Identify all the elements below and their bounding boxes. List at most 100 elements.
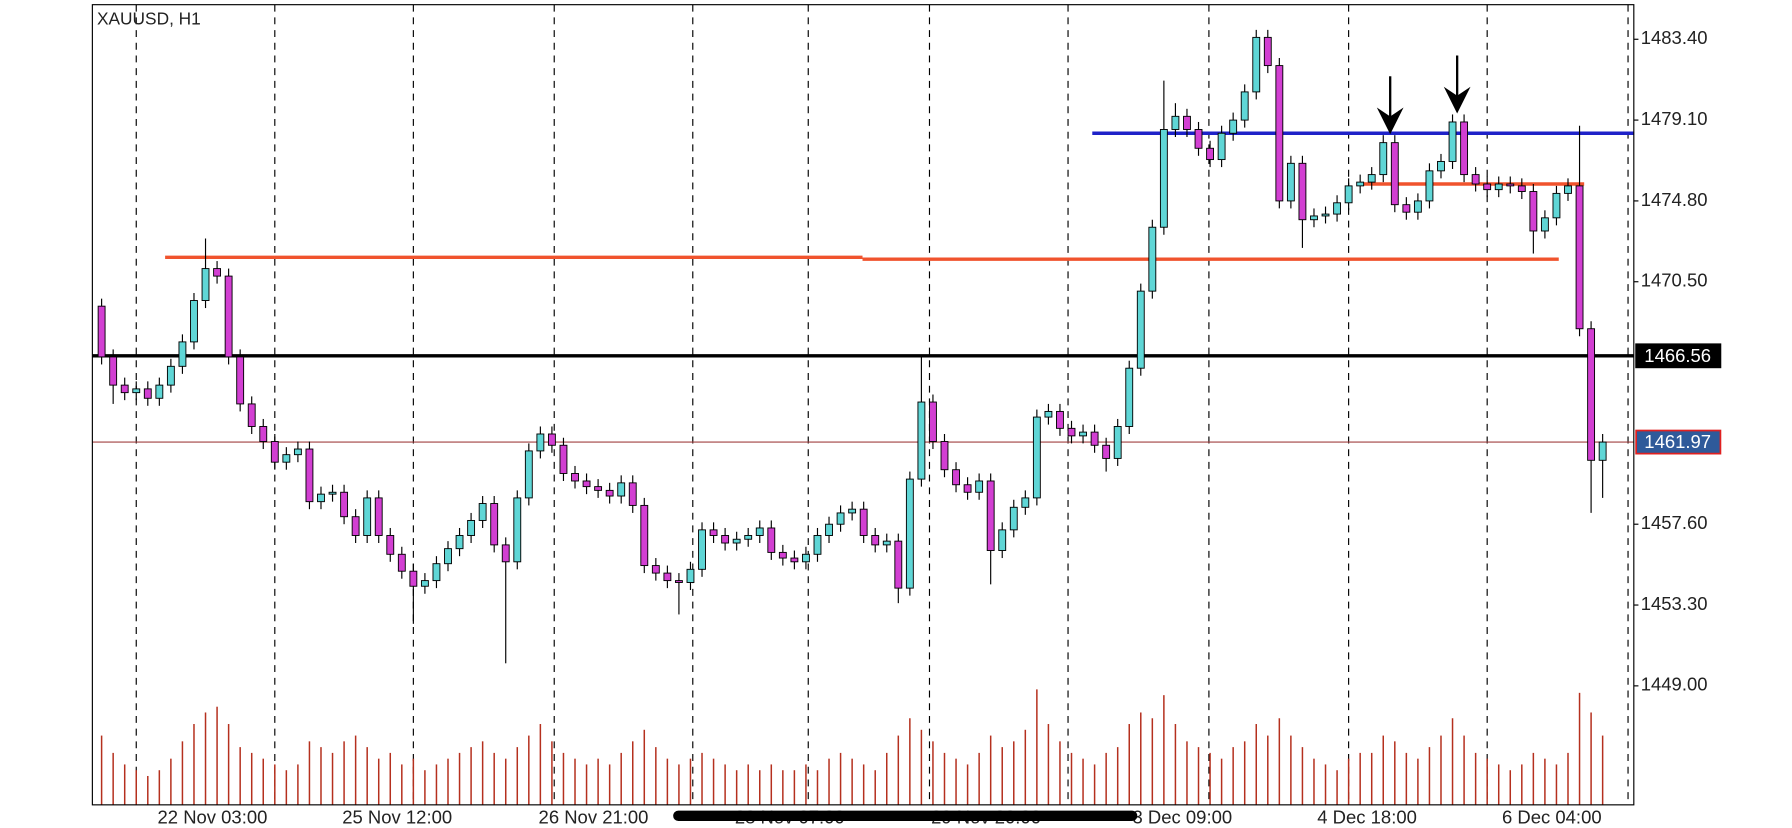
x-tick-label: 22 Nov 03:00 bbox=[158, 807, 268, 828]
candle-body bbox=[1471, 174, 1480, 185]
chart-title: XAUUSD, H1 bbox=[97, 8, 201, 28]
candle-body bbox=[120, 384, 129, 394]
candle-body bbox=[374, 497, 383, 536]
candle-body bbox=[1240, 91, 1249, 121]
x-tick-label: 25 Nov 12:00 bbox=[342, 807, 452, 828]
candle-body bbox=[351, 516, 360, 536]
candle-body bbox=[675, 580, 683, 583]
candle-body bbox=[397, 553, 406, 572]
candle-body bbox=[825, 523, 833, 536]
candle-body bbox=[432, 563, 441, 582]
candle-body bbox=[651, 565, 660, 574]
candle-body bbox=[755, 527, 764, 536]
candle-body bbox=[767, 527, 776, 553]
candle-body bbox=[1333, 202, 1341, 215]
candle-body bbox=[1102, 444, 1111, 459]
candle-body bbox=[790, 557, 799, 563]
candle-body bbox=[559, 444, 568, 474]
candle-body bbox=[894, 540, 903, 589]
price-label-box bbox=[1635, 343, 1722, 369]
candle-body bbox=[1263, 36, 1272, 67]
candle-body bbox=[905, 478, 914, 589]
candle-body bbox=[1229, 119, 1238, 134]
candle-body bbox=[640, 504, 649, 567]
y-tick-label: 1470.50 bbox=[1641, 270, 1708, 291]
candle-body bbox=[605, 489, 614, 497]
candle-body bbox=[1032, 416, 1041, 499]
candle-body bbox=[409, 570, 418, 587]
candle-body bbox=[744, 535, 753, 540]
candle-body bbox=[1402, 204, 1411, 213]
candle-body bbox=[1379, 142, 1388, 176]
candle-body bbox=[1183, 115, 1191, 130]
volume-pane bbox=[100, 689, 1604, 805]
candle-body bbox=[501, 544, 510, 563]
candle-body bbox=[848, 508, 857, 514]
candle-body bbox=[952, 469, 960, 486]
candle-body bbox=[1540, 217, 1549, 232]
candle-body bbox=[386, 535, 395, 555]
candle-body bbox=[975, 480, 984, 493]
x-tick-label: 26 Nov 21:00 bbox=[539, 807, 649, 828]
candle-body bbox=[1206, 147, 1214, 161]
candle-body bbox=[1067, 427, 1076, 437]
candle-body bbox=[882, 540, 891, 546]
candle-body bbox=[963, 484, 972, 493]
candle-body bbox=[1517, 185, 1526, 192]
candle-body bbox=[166, 365, 175, 386]
candle-body bbox=[363, 497, 372, 536]
candle-body bbox=[328, 491, 337, 495]
candle-body bbox=[467, 519, 476, 536]
candle-body bbox=[1587, 328, 1596, 461]
candle-body bbox=[836, 512, 845, 525]
candle-body bbox=[1286, 162, 1295, 202]
candle-body bbox=[1079, 431, 1087, 437]
candle-body bbox=[802, 553, 810, 563]
candle-body bbox=[1136, 290, 1145, 369]
candle-body bbox=[1529, 191, 1538, 232]
candle-body bbox=[340, 491, 349, 518]
candle-body bbox=[293, 448, 302, 456]
candle-body bbox=[201, 268, 210, 301]
candle-body bbox=[190, 300, 198, 343]
candle-body bbox=[698, 529, 706, 570]
candle-body bbox=[721, 535, 730, 544]
candle-body bbox=[1552, 192, 1561, 219]
candles bbox=[97, 29, 1607, 664]
candle-body bbox=[628, 482, 637, 506]
candle-body bbox=[1009, 506, 1018, 531]
candle-body bbox=[224, 275, 233, 358]
candle-body bbox=[259, 426, 268, 442]
candle-body bbox=[1298, 162, 1307, 221]
candle-body bbox=[455, 535, 464, 550]
arrow-head bbox=[1443, 86, 1471, 114]
candle-body bbox=[1194, 129, 1203, 149]
x-tick-label: 3 Dec 09:00 bbox=[1133, 807, 1233, 828]
time-grid bbox=[135, 4, 1629, 805]
price-axis: 1483.40 1479.10 1474.80 1470.50 1457.60 1453.… bbox=[1633, 27, 1722, 695]
candle-body bbox=[940, 441, 949, 471]
scrollbar[interactable] bbox=[673, 810, 1138, 822]
y-tick-label: 1449.00 bbox=[1641, 674, 1708, 695]
candle-body bbox=[1448, 121, 1457, 162]
candle-body bbox=[594, 486, 603, 491]
candle-body bbox=[1483, 183, 1492, 191]
candle-body bbox=[929, 401, 937, 442]
price-label-box bbox=[1635, 429, 1722, 455]
candle-body bbox=[236, 356, 245, 405]
y-tick-label: 1483.40 bbox=[1641, 27, 1708, 48]
candle-body bbox=[1367, 174, 1376, 183]
candle-body bbox=[1344, 185, 1353, 204]
candle-body bbox=[1356, 181, 1365, 187]
candle-body bbox=[213, 268, 221, 277]
x-tick-label: 4 Dec 18:00 bbox=[1317, 807, 1417, 828]
candle-body bbox=[686, 568, 695, 583]
drawn-lines bbox=[92, 131, 1634, 443]
candle-body bbox=[709, 529, 718, 536]
candle-body bbox=[247, 403, 256, 427]
candle-body bbox=[1598, 441, 1607, 461]
candle-body bbox=[813, 535, 822, 555]
candle-body bbox=[1113, 426, 1122, 459]
candle-body bbox=[1217, 132, 1226, 161]
